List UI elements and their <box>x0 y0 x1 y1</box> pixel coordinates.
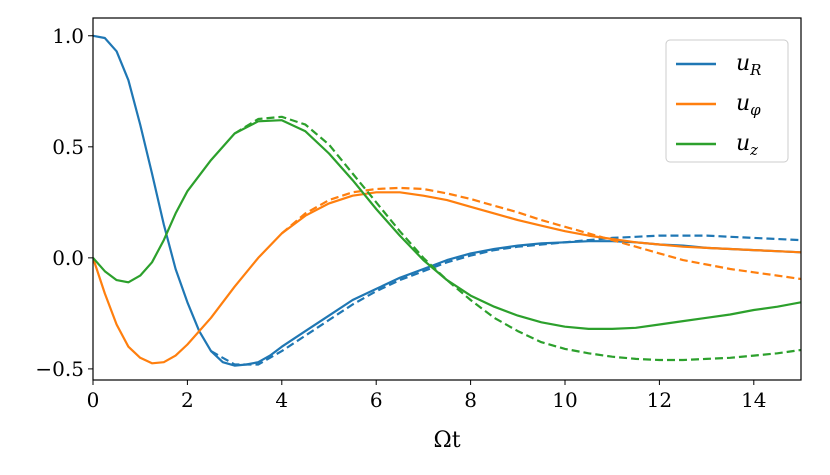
y-tick-label: 1.0 <box>52 24 84 48</box>
x-tick-label: 2 <box>181 388 194 412</box>
series-line-5 <box>234 115 801 362</box>
y-tick-label: 0.5 <box>52 135 84 159</box>
legend-box <box>665 39 789 163</box>
series-line-1 <box>210 234 801 366</box>
series-layer <box>93 34 801 367</box>
x-tick-label: 6 <box>370 388 383 412</box>
y-tick-label: 0.0 <box>52 246 84 270</box>
x-tick-label: 12 <box>647 388 672 412</box>
x-axis-title: Ωt <box>433 428 460 453</box>
axis-ticks: 0 2 4 6 8 10 12 14 1.0 0.5 0.0 −0.5 <box>35 24 766 412</box>
plot-frame <box>92 17 802 381</box>
x-tick-label: 8 <box>464 388 477 412</box>
x-tick-label: 10 <box>552 388 577 412</box>
series-line-4 <box>93 119 801 330</box>
x-tick-label: 14 <box>741 388 766 412</box>
x-tick-label: 4 <box>275 388 288 412</box>
series-line-3 <box>281 186 801 281</box>
x-tick-label: 0 <box>87 388 100 412</box>
y-tick-label: −0.5 <box>35 357 84 381</box>
series-line-2 <box>93 191 801 365</box>
